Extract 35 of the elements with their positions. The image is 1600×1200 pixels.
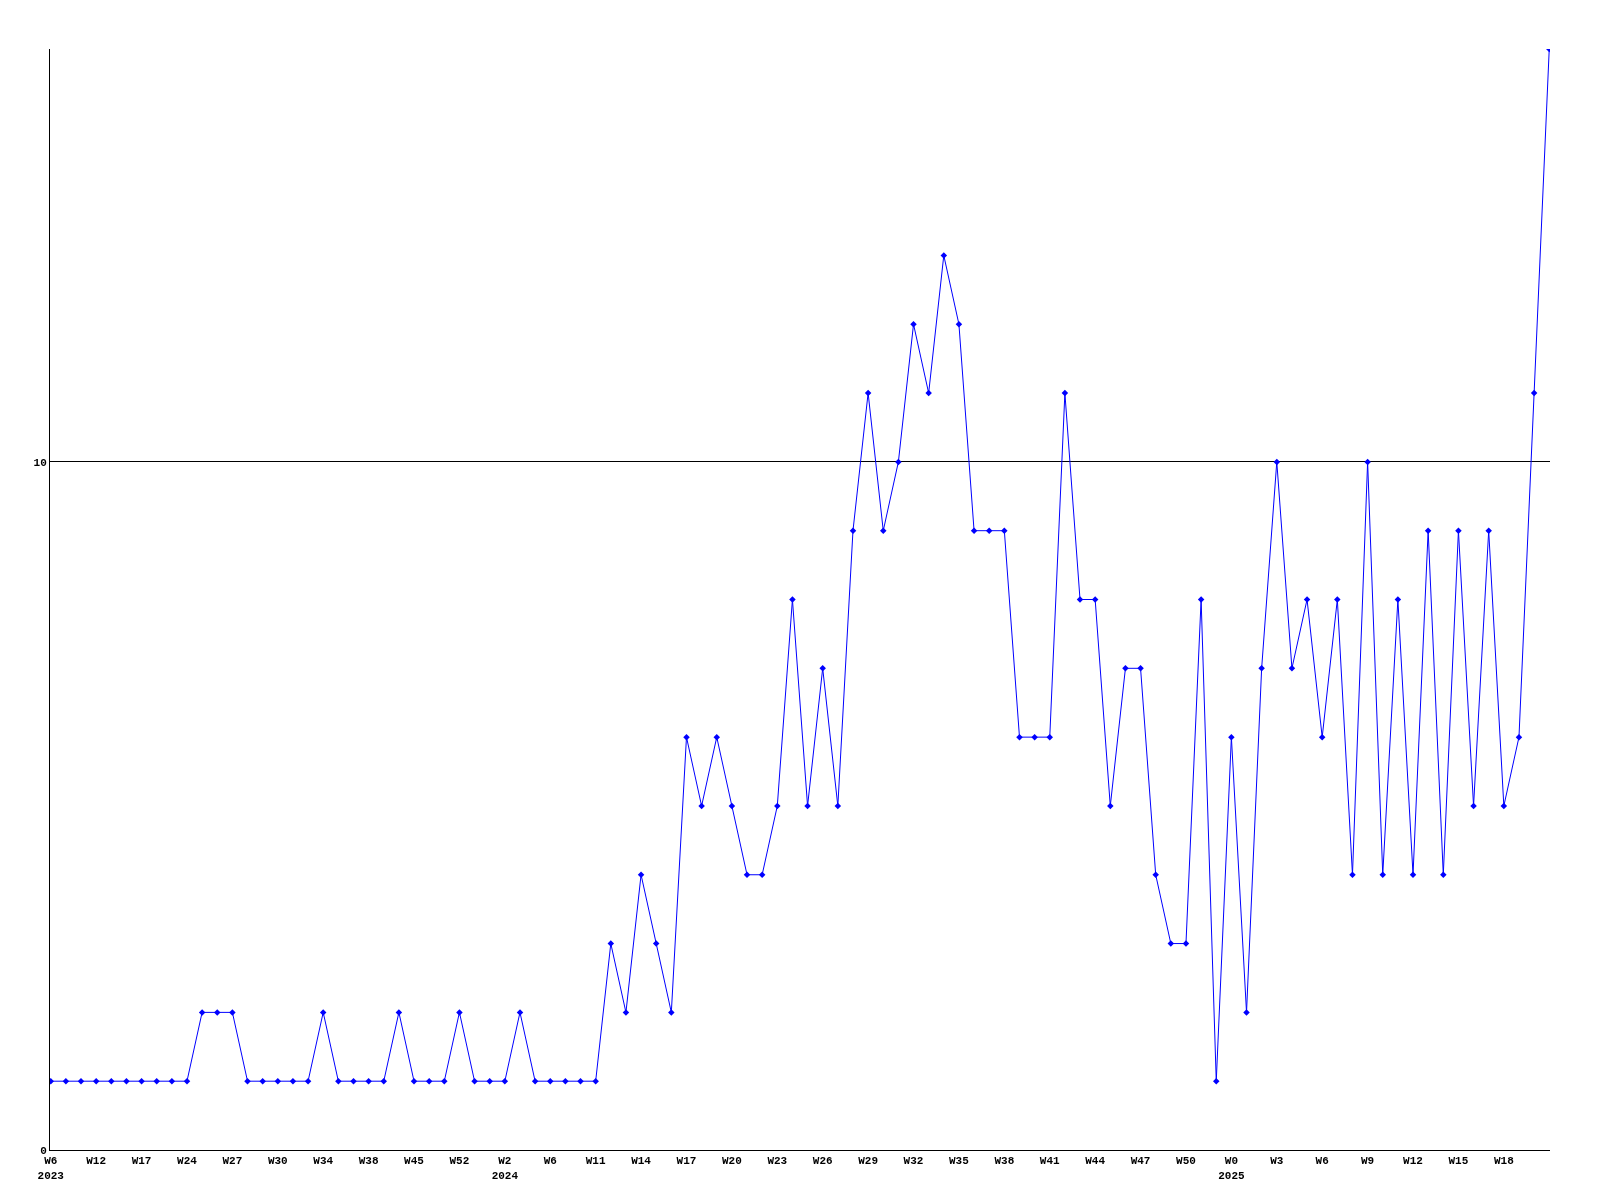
- x-tick-label: W50: [1176, 1155, 1196, 1168]
- x-tick-label: W27: [222, 1155, 243, 1168]
- x-tick-label: W14: [631, 1155, 652, 1168]
- x-tick-label: W6: [543, 1155, 557, 1168]
- x-tick-label: W23: [767, 1155, 788, 1168]
- x-tick-label: W12: [86, 1155, 107, 1168]
- x-tick-label: W44: [1085, 1155, 1106, 1168]
- x-tick-label: W47: [1130, 1155, 1151, 1168]
- x-tick-label: W12: [1403, 1155, 1423, 1168]
- x-tick-label: W34: [313, 1155, 334, 1168]
- x-tick-label: W6 2023: [37, 1155, 65, 1182]
- x-tick-label: W6: [1315, 1155, 1329, 1168]
- x-tick-label: W38: [358, 1155, 379, 1168]
- x-tick-label: W17: [131, 1155, 152, 1168]
- x-tick-label: W3: [1270, 1155, 1284, 1168]
- x-tick-label: W41: [1039, 1155, 1061, 1168]
- y-tick-label: 10: [33, 456, 47, 469]
- x-tick-label: W35: [949, 1155, 970, 1168]
- x-tick-label: W52: [449, 1155, 470, 1168]
- x-tick-label: W29: [858, 1155, 879, 1168]
- x-tick-label: W15: [1448, 1155, 1469, 1168]
- x-tick-label: W17: [676, 1155, 697, 1168]
- x-tick-label: W38: [994, 1155, 1015, 1168]
- x-tick-label: W11: [585, 1155, 606, 1168]
- x-tick-label: W9: [1361, 1155, 1375, 1168]
- x-tick-label: W30: [267, 1155, 288, 1168]
- y-tick-label: 0: [40, 1144, 47, 1157]
- x-tick-label: W2 2024: [491, 1155, 519, 1182]
- x-tick-label: W0 2025: [1218, 1155, 1245, 1182]
- x-tick-label: W26: [812, 1155, 833, 1168]
- x-tick-label: W24: [177, 1155, 198, 1168]
- x-tick-label: W45: [404, 1155, 425, 1168]
- x-tick-label: W18: [1493, 1155, 1515, 1168]
- x-tick-label: W20: [721, 1155, 742, 1168]
- x-tick-label: W32: [903, 1155, 924, 1168]
